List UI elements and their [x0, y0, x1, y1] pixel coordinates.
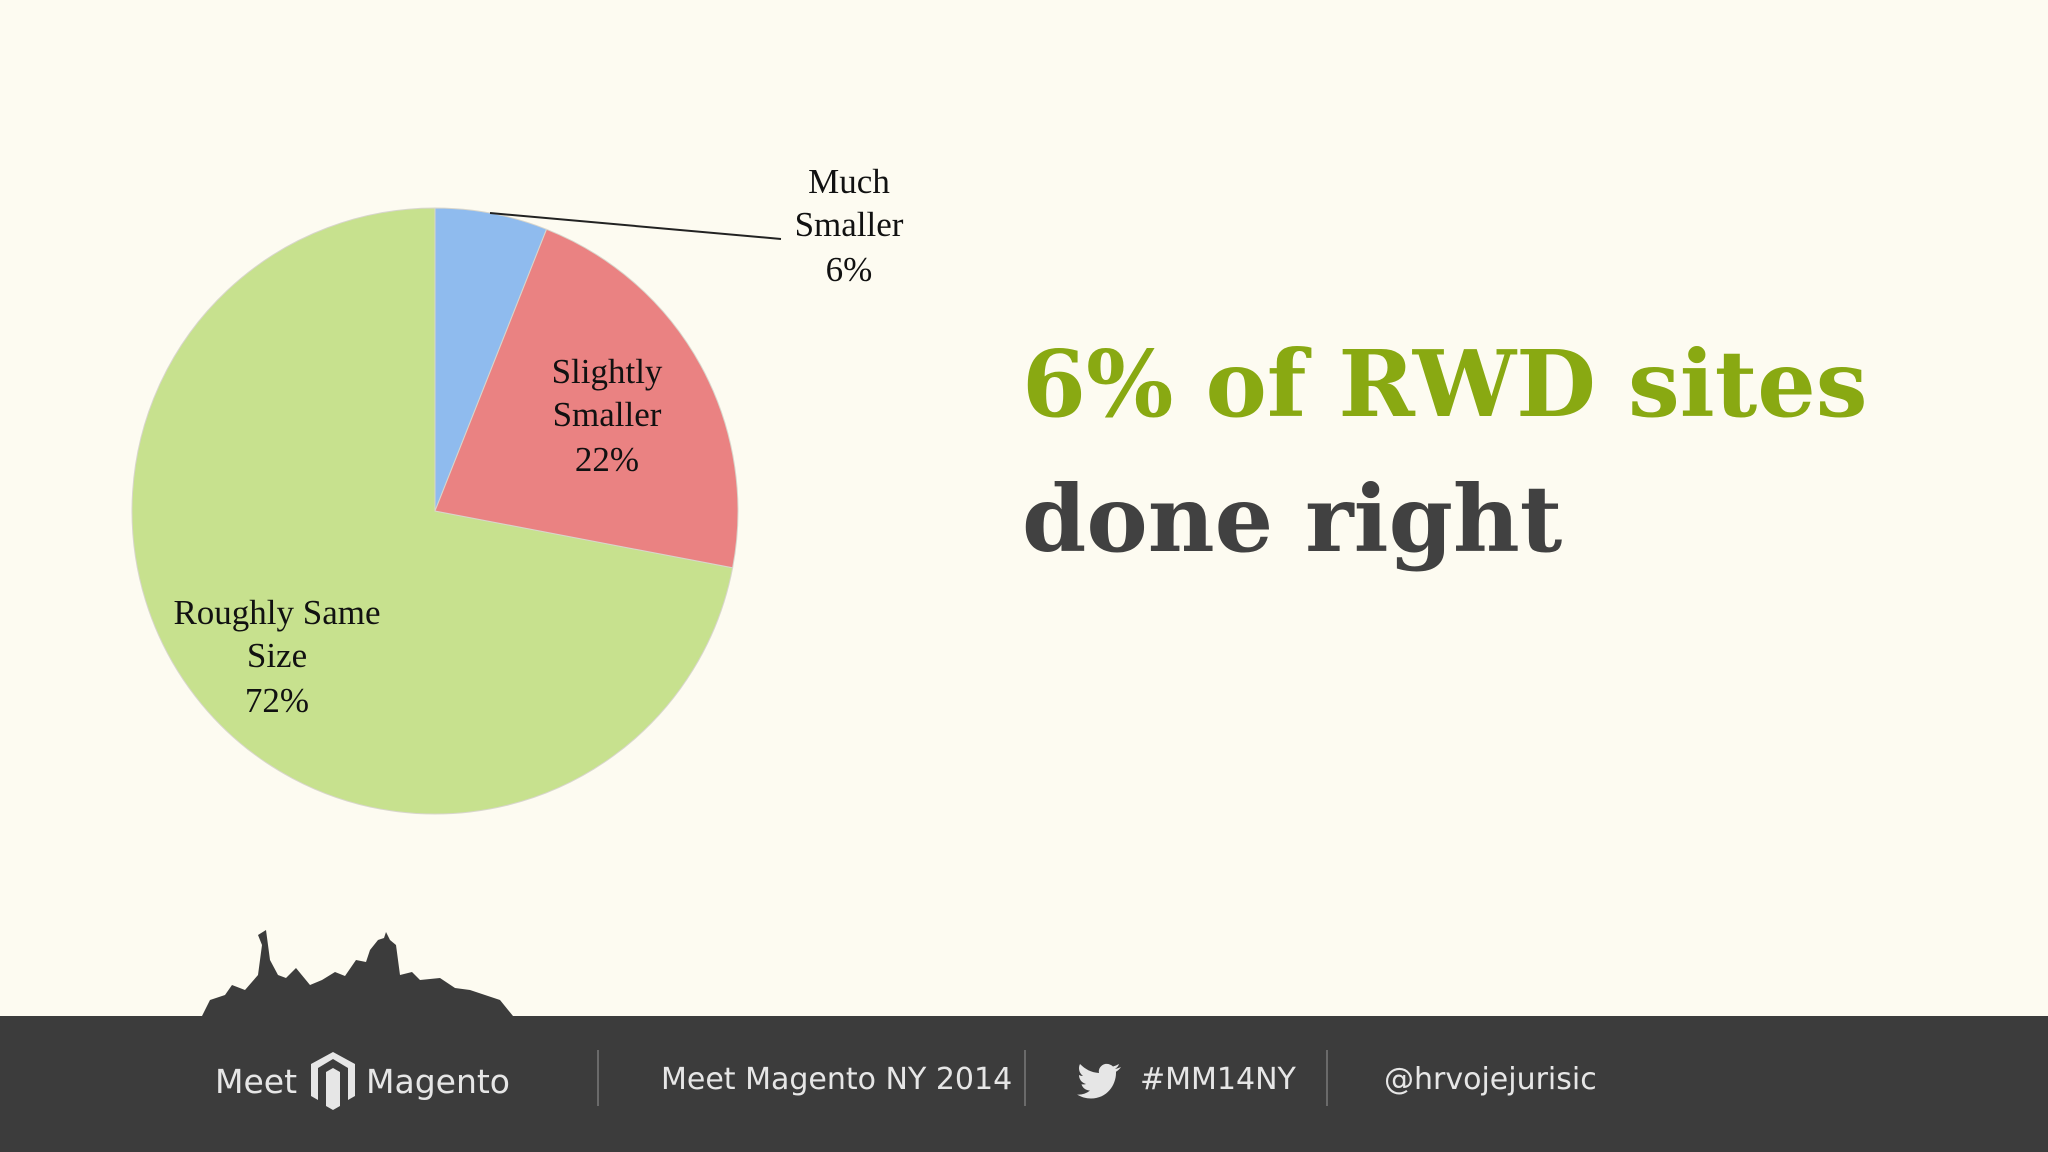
separator	[1326, 1050, 1328, 1106]
slice-value-label: 72%	[244, 681, 310, 720]
slice-label: Slightly Smaller	[551, 352, 663, 434]
headline-line1: 6% of RWD sites	[1022, 330, 1868, 438]
slice-label: Much Smaller	[794, 162, 904, 244]
slice-label: Roughly Same Size	[173, 593, 381, 675]
separator	[1024, 1050, 1026, 1106]
headline-line2: done right	[1022, 465, 1563, 573]
skyline	[202, 930, 513, 1016]
pie-slice	[131, 207, 734, 815]
footer: Meet Magento Meet Magento NY 2014 #MM14N…	[0, 1016, 2048, 1152]
pie-slice	[434, 228, 739, 569]
slice-value-label: 22%	[574, 440, 640, 479]
logo-icon	[311, 1052, 355, 1110]
twitter-icon	[1077, 1063, 1121, 1099]
pie-chart	[131, 207, 782, 1016]
event-name: Meet Magento NY 2014	[661, 1062, 1013, 1097]
leader-line	[489, 212, 782, 240]
logo-text: Magento	[366, 1062, 510, 1101]
separator	[597, 1050, 599, 1106]
twitter-handle: @hrvojejurisic	[1384, 1062, 1597, 1097]
logo-text: Meet	[215, 1062, 298, 1101]
slice-value-label: 6%	[825, 250, 873, 289]
hashtag: #MM14NY	[1140, 1062, 1296, 1097]
